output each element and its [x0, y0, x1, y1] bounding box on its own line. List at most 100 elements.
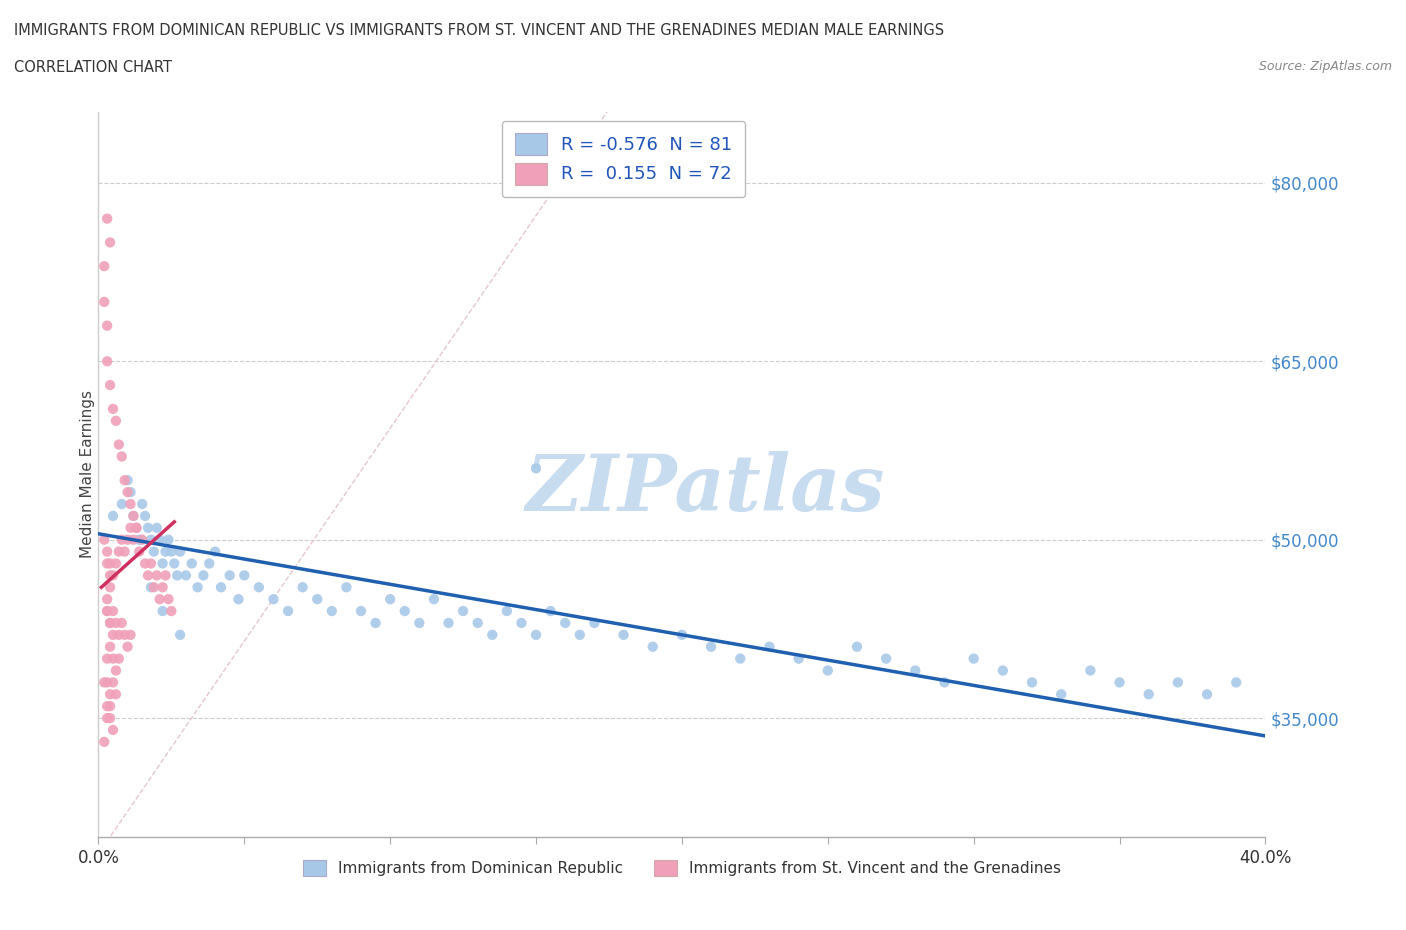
Point [93, 532, 115, 547]
Point [96, 604, 118, 618]
Point [114, 472, 136, 487]
Point [96, 698, 118, 713]
Text: CORRELATION CHART: CORRELATION CHART [14, 60, 172, 75]
Point [98, 616, 121, 631]
Point [1080, 663, 1102, 678]
Point [101, 723, 124, 737]
Point [524, 628, 547, 643]
Point [350, 604, 373, 618]
Point [193, 568, 215, 583]
Point [117, 472, 139, 487]
Point [758, 639, 780, 654]
Point [101, 651, 124, 666]
Point [152, 556, 174, 571]
Point [136, 521, 159, 536]
Point [98, 556, 121, 571]
Point [101, 402, 124, 417]
Point [160, 544, 183, 559]
Point [962, 651, 984, 666]
Point [96, 675, 118, 690]
Point [142, 544, 165, 559]
Point [128, 544, 150, 559]
Legend: Immigrants from Dominican Republic, Immigrants from St. Vincent and the Grenadin: Immigrants from Dominican Republic, Immi… [295, 853, 1069, 884]
Point [101, 509, 124, 524]
Point [104, 663, 127, 678]
Point [612, 628, 634, 643]
Point [120, 497, 142, 512]
Point [139, 579, 162, 594]
Point [117, 532, 139, 547]
Point [136, 568, 159, 583]
Point [98, 687, 121, 702]
Point [101, 568, 124, 583]
Point [262, 591, 284, 606]
Point [93, 259, 115, 273]
Point [437, 616, 460, 631]
Point [277, 604, 299, 618]
Point [155, 544, 177, 559]
Point [139, 556, 162, 571]
Point [163, 556, 186, 571]
Text: ZIPatlas: ZIPatlas [526, 450, 884, 527]
Point [335, 579, 357, 594]
Point [125, 521, 148, 536]
Point [496, 604, 519, 618]
Point [1137, 687, 1160, 702]
Point [104, 413, 127, 428]
Point [152, 579, 174, 594]
Point [1195, 687, 1218, 702]
Point [104, 616, 127, 631]
Point [93, 735, 115, 750]
Point [134, 509, 156, 524]
Point [101, 628, 124, 643]
Point [139, 532, 162, 547]
Point [149, 532, 172, 547]
Point [134, 556, 156, 571]
Point [904, 663, 927, 678]
Point [108, 544, 131, 559]
Point [120, 628, 142, 643]
Point [423, 591, 446, 606]
Point [98, 698, 121, 713]
Point [117, 485, 139, 499]
Point [247, 579, 270, 594]
Point [380, 591, 402, 606]
Point [146, 568, 169, 583]
Point [96, 591, 118, 606]
Point [101, 604, 124, 618]
Point [120, 485, 142, 499]
Point [122, 509, 145, 524]
Point [700, 639, 723, 654]
Point [93, 295, 115, 310]
Point [583, 616, 606, 631]
Point [98, 235, 121, 250]
Point [481, 628, 503, 643]
Point [108, 628, 131, 643]
Point [180, 556, 202, 571]
Point [394, 604, 416, 618]
Point [96, 604, 118, 618]
Point [198, 556, 221, 571]
Point [98, 378, 121, 392]
Point [1108, 675, 1130, 690]
Point [204, 544, 226, 559]
Point [98, 568, 121, 583]
Point [104, 687, 127, 702]
Point [991, 663, 1014, 678]
Text: IMMIGRANTS FROM DOMINICAN REPUBLIC VS IMMIGRANTS FROM ST. VINCENT AND THE GRENAD: IMMIGRANTS FROM DOMINICAN REPUBLIC VS IM… [14, 23, 945, 38]
Point [307, 591, 329, 606]
Point [1167, 675, 1189, 690]
Point [157, 532, 180, 547]
Point [120, 521, 142, 536]
Point [114, 544, 136, 559]
Point [467, 616, 489, 631]
Point [131, 497, 153, 512]
Point [166, 568, 188, 583]
Point [157, 591, 180, 606]
Point [152, 604, 174, 618]
Point [875, 651, 897, 666]
Point [104, 556, 127, 571]
Point [1225, 675, 1247, 690]
Point [122, 509, 145, 524]
Point [1021, 675, 1043, 690]
